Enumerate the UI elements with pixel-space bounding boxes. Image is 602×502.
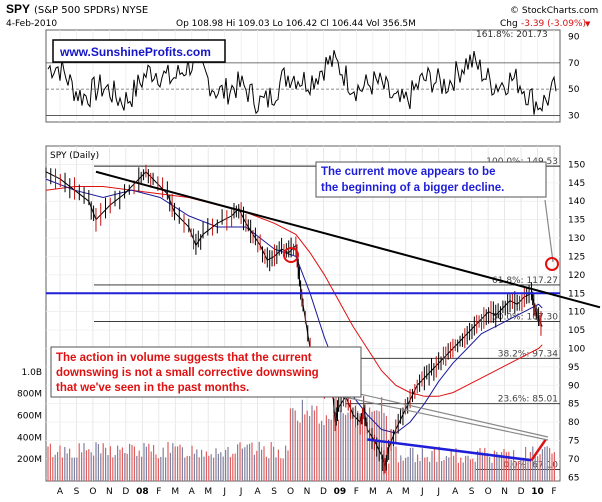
volume-tick-label: 200M	[17, 455, 42, 465]
oscillator-tick-label: 90	[568, 33, 580, 43]
x-tick-label: 08	[136, 487, 149, 497]
blue-note-line2: the beginning of a bigger decline.	[321, 182, 504, 194]
oscillator-fib-label: 161.8%: 201.73	[476, 30, 548, 40]
oscillator-tick-label: 70	[568, 59, 580, 69]
price-tick-label: 105	[568, 326, 585, 336]
x-tick-label: M	[171, 487, 179, 497]
x-tick-label: J	[239, 487, 243, 497]
x-tick-label: S	[469, 487, 475, 497]
chart-date: 4-Feb-2010	[6, 19, 57, 29]
blue-note-line1: The current move appears to be	[321, 166, 495, 178]
oscillator-line	[47, 50, 557, 115]
x-tick-label: A	[189, 487, 196, 497]
exchange-label: NYSE	[122, 5, 148, 16]
change-label: Chg	[500, 19, 518, 29]
x-tick-label: S	[74, 487, 80, 497]
x-tick-label: F	[354, 487, 359, 497]
oscillator-right-ticks: 90 70 50 30	[568, 33, 580, 122]
price-tick-label: 110	[568, 308, 585, 318]
volume-tick-label: 1.0B	[22, 368, 43, 378]
x-tick-label: 10	[531, 487, 544, 497]
price-tick-label: 120	[568, 271, 585, 281]
change-value: -3.39 (-3.09%)	[521, 19, 586, 29]
x-tick-label: N	[304, 487, 311, 497]
red-note-line2: downswing is not a small corrective down…	[56, 367, 319, 379]
price-tick-label: 75	[568, 437, 579, 447]
ma200-line	[45, 186, 543, 397]
fib-level-label: 23.6%: 85.01	[498, 395, 558, 405]
x-tick-label: F	[551, 487, 556, 497]
volume-bars	[47, 394, 556, 481]
x-tick-label: S	[271, 487, 277, 497]
red-note-line1: The action in volume suggests that the c…	[56, 352, 312, 364]
fib-level-label: 61.8%: 117.27	[492, 276, 558, 286]
blue-note-pointer	[544, 199, 554, 263]
red-note-line3: that we've seen in the past months.	[56, 382, 249, 394]
ohlc-readout: Op 108.98 Hi 109.03 Lo 106.42 Cl 106.44 …	[176, 19, 416, 29]
volume-tick-label: 800M	[17, 390, 42, 400]
x-tick-label: A	[255, 487, 262, 497]
x-tick-label: D	[320, 487, 327, 497]
x-tick-label: A	[57, 487, 64, 497]
price-tick-label: 135	[568, 216, 585, 226]
price-tick-label: 100	[568, 344, 585, 354]
change-down-icon: ▼	[585, 20, 591, 28]
volume-trend-red	[530, 438, 547, 461]
price-tick-label: 95	[568, 363, 579, 373]
volume-tick-label: 400M	[17, 433, 42, 443]
volume-tick-label: 600M	[17, 412, 42, 422]
price-panel-title: SPY (Daily)	[50, 151, 99, 161]
downtrend-line	[95, 170, 601, 309]
x-tick-label: O	[287, 487, 294, 497]
breakdown-circle	[283, 247, 299, 263]
red-note-box	[50, 346, 362, 398]
oscillator-tick-label: 30	[568, 111, 580, 121]
brand-box	[52, 39, 226, 63]
source-label: © StockCharts.com	[510, 6, 598, 16]
current-circle	[545, 257, 559, 271]
x-tick-label: 09	[334, 487, 347, 497]
x-tick-label: O	[89, 487, 96, 497]
x-tick-label: J	[222, 487, 226, 497]
price-tick-label: 65	[568, 473, 579, 483]
x-tick-label: M	[402, 487, 410, 497]
blue-note-box	[315, 161, 547, 198]
volume-trend-blue	[367, 438, 532, 462]
x-tick-label: J	[436, 487, 440, 497]
brand-link[interactable]: www.SunshineProfits.com	[59, 45, 211, 59]
price-tick-label: 90	[568, 381, 580, 391]
x-tick-label: D	[122, 487, 129, 497]
price-tick-label: 145	[568, 179, 585, 189]
x-tick-label: A	[386, 487, 393, 497]
x-tick-label: N	[501, 487, 508, 497]
fib-level-label: 50.0%: 107.30	[492, 313, 558, 323]
x-tick-label: A	[452, 487, 459, 497]
ticker-name: (S&P 500 SPDRs)	[34, 5, 120, 16]
price-tick-label: 80	[568, 418, 580, 428]
price-right-ticks: 150 145 140 135 130 125 120 115 110 105 100 95 90 85 8…	[568, 160, 585, 483]
price-tick-label: 130	[568, 234, 585, 244]
price-tick-label: 140	[568, 197, 585, 207]
x-tick-label: N	[106, 487, 113, 497]
x-tick-label: O	[485, 487, 492, 497]
price-tick-label: 70	[568, 455, 580, 465]
price-tick-label: 85	[568, 400, 579, 410]
x-tick-label: D	[518, 487, 525, 497]
x-tick-label: J	[420, 487, 424, 497]
x-tick-label: F	[156, 487, 161, 497]
ticker-symbol: SPY	[6, 2, 30, 16]
volume-left-ticks: 1.0B 800M 600M 400M 200M	[17, 368, 42, 465]
x-tick-label: M	[204, 487, 212, 497]
price-tick-label: 125	[568, 252, 585, 262]
price-tick-label: 150	[568, 160, 585, 170]
x-tick-label: M	[369, 487, 377, 497]
x-axis: A S O N D 08 F M A M J J A S O N D 09 F M A M J J A S O N D 10 F	[57, 487, 557, 497]
oscillator-tick-label: 50	[568, 85, 580, 95]
price-tick-label: 115	[568, 289, 585, 299]
